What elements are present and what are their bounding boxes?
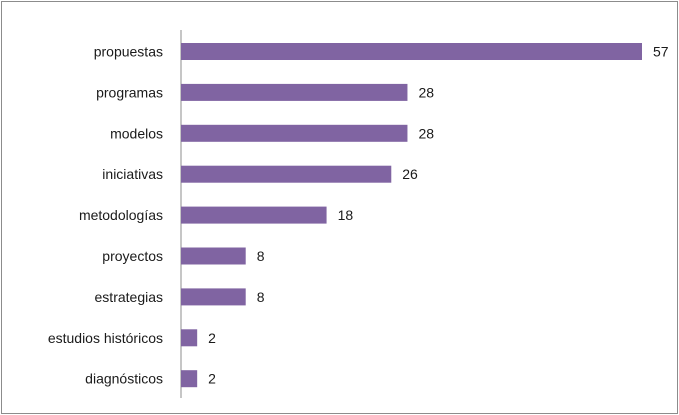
- category-label-iniciativas: iniciativas: [102, 166, 163, 182]
- value-label-proyectos: 8: [257, 248, 265, 264]
- bars-group: [181, 43, 642, 388]
- value-label-diagnosticos: 2: [208, 371, 216, 387]
- value-label-metodologias: 18: [338, 207, 354, 223]
- category-label-proyectos: proyectos: [102, 248, 163, 264]
- category-label-diagnosticos: diagnósticos: [85, 371, 163, 387]
- category-label-metodologias: metodologías: [79, 207, 163, 223]
- bar-estrategias: [181, 288, 246, 306]
- category-label-estudios-historicos: estudios históricos: [48, 330, 163, 346]
- bar-metodologias: [181, 206, 327, 224]
- bar-diagnosticos: [181, 370, 198, 388]
- bar-iniciativas: [181, 165, 392, 183]
- category-labels-group: propuestas programas modelos iniciativas met…: [48, 44, 163, 387]
- category-label-modelos: modelos: [110, 125, 163, 141]
- value-label-propuestas: 57: [653, 44, 669, 60]
- bar-proyectos: [181, 247, 246, 265]
- value-label-iniciativas: 26: [402, 166, 418, 182]
- value-label-estudios-historicos: 2: [208, 330, 216, 346]
- category-label-propuestas: propuestas: [94, 44, 163, 60]
- bar-estudios-historicos: [181, 329, 198, 347]
- value-label-programas: 28: [418, 84, 434, 100]
- category-label-programas: programas: [96, 84, 163, 100]
- value-label-estrategias: 8: [257, 289, 265, 305]
- bar-programas: [181, 83, 408, 101]
- bar-propuestas: [181, 43, 642, 60]
- value-label-modelos: 28: [418, 125, 434, 141]
- category-label-estrategias: estrategias: [95, 289, 163, 305]
- value-labels-group: 57 28 28 26 18 8 8 2 2: [208, 44, 669, 387]
- bar-modelos: [181, 124, 408, 142]
